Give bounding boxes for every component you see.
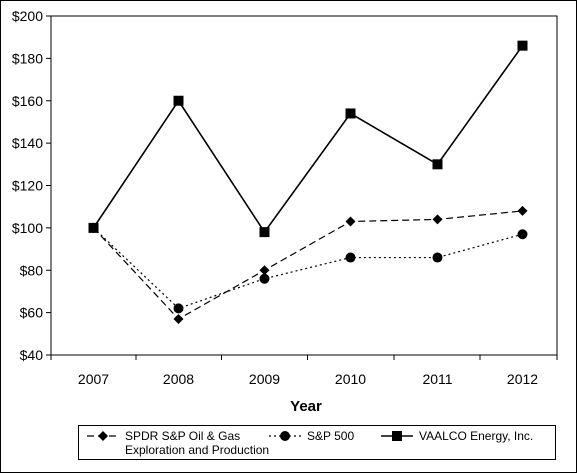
legend-marker-vaalco (392, 431, 402, 441)
data-point-spdr (173, 313, 184, 324)
x-tick-label: 2010 (335, 371, 366, 387)
y-tick-label: $140 (12, 135, 43, 151)
legend: SPDR S&P Oil & Gas Exploration and Produ… (78, 425, 556, 460)
y-tick-label: $160 (12, 93, 43, 109)
x-tick-label: 2008 (163, 371, 194, 387)
data-point-vaalco (259, 227, 270, 238)
data-point-vaalco (88, 222, 99, 233)
x-tick-label: 2007 (78, 371, 109, 387)
x-axis-title: Year (290, 398, 322, 415)
data-point-spdr (345, 216, 356, 227)
x-tick-label: 2009 (249, 371, 280, 387)
data-point-sp500 (173, 303, 184, 314)
data-point-sp500 (517, 229, 528, 240)
y-tick-label: $180 (12, 50, 43, 66)
legend-marker-spdr (98, 431, 108, 441)
x-tick-label: 2011 (422, 371, 452, 387)
legend-marker-sp500 (280, 431, 290, 441)
y-tick-label: $200 (12, 8, 43, 24)
data-point-sp500 (432, 252, 443, 263)
data-point-vaalco (517, 40, 528, 51)
y-tick-label: $100 (12, 220, 43, 236)
data-point-spdr (259, 265, 270, 276)
x-tick-label: 2012 (507, 371, 538, 387)
data-point-sp500 (345, 252, 356, 263)
y-tick-label: $80 (20, 262, 44, 278)
series-line-vaalco (92, 45, 524, 234)
series-line-spdr (93, 210, 523, 320)
data-point-spdr (432, 214, 443, 225)
data-point-spdr (517, 205, 528, 216)
legend-label-sp500: S&P 500 (307, 429, 355, 443)
data-point-vaalco (173, 95, 184, 106)
data-point-vaalco (432, 159, 443, 170)
plot-area (50, 15, 558, 356)
data-point-sp500 (259, 273, 270, 284)
legend-label-spdr: SPDR S&P Oil & Gas Exploration and Produ… (125, 429, 270, 457)
y-tick-label: $60 (20, 305, 44, 321)
y-tick-label: $40 (20, 347, 44, 363)
data-point-vaalco (345, 108, 356, 119)
y-tick-label: $120 (12, 178, 43, 194)
legend-label-vaalco: VAALCO Energy, Inc. (419, 429, 534, 443)
